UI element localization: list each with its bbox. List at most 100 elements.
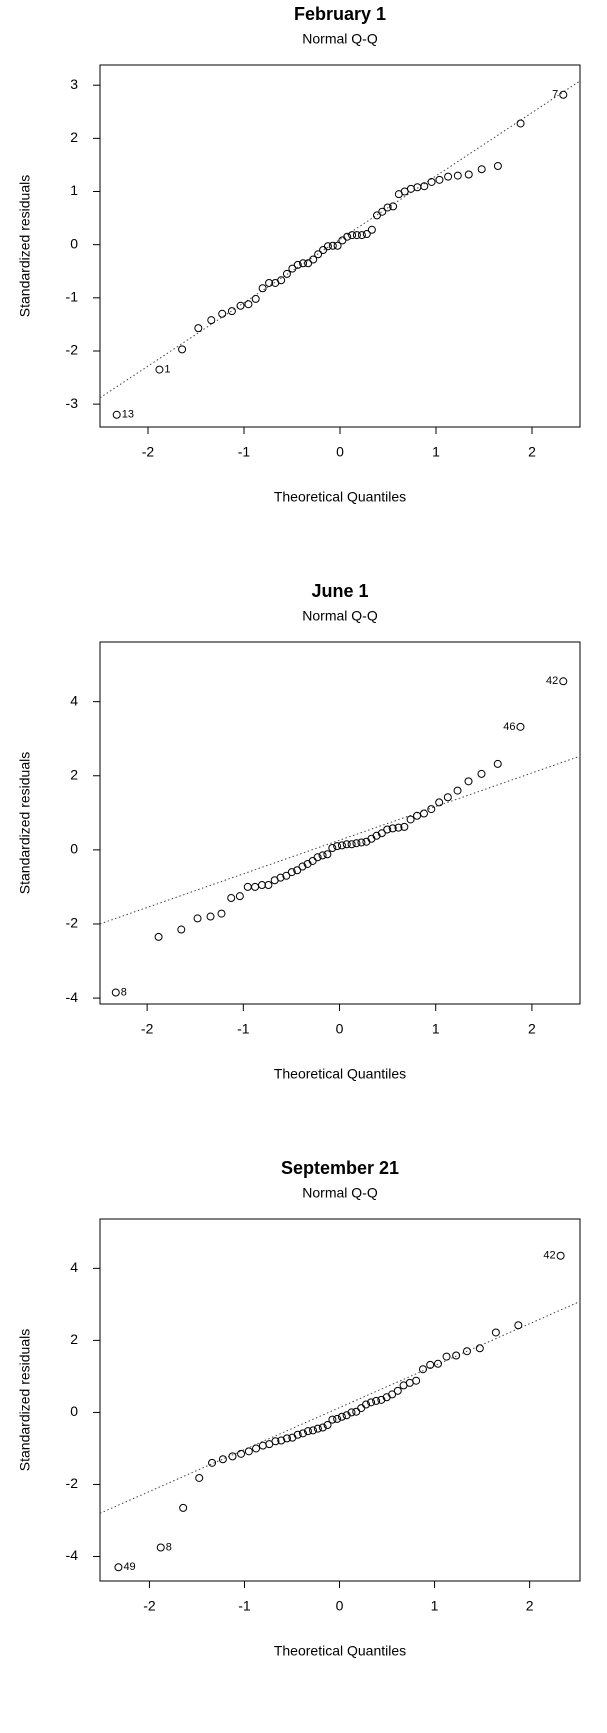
- point: [178, 345, 187, 354]
- point: [435, 798, 444, 807]
- point: [244, 1447, 253, 1456]
- point: [328, 844, 337, 853]
- point: [299, 259, 308, 268]
- point: [493, 161, 502, 170]
- x-axis-label: Theoretical Quantiles: [274, 489, 406, 505]
- point: [227, 894, 236, 903]
- point: [442, 1352, 451, 1361]
- point: [293, 1430, 302, 1439]
- point: [477, 165, 486, 174]
- point: [464, 777, 473, 786]
- point: [516, 722, 525, 731]
- point: [277, 276, 286, 285]
- x-tick-label: 1: [431, 1598, 439, 1614]
- point: [444, 172, 453, 181]
- point: [362, 230, 371, 239]
- reference-line: [99, 1301, 581, 1514]
- point: [362, 1400, 371, 1409]
- point: [228, 1452, 237, 1461]
- point: [388, 1390, 397, 1399]
- y-tick-label: 4: [70, 1259, 78, 1275]
- x-tick-label: 0: [336, 1598, 344, 1614]
- point: [155, 365, 164, 374]
- point: [323, 850, 332, 859]
- y-tick-label: 2: [70, 129, 78, 145]
- point: [293, 260, 302, 269]
- point: [206, 912, 215, 921]
- point-label: 42: [543, 1250, 555, 1262]
- point: [343, 232, 352, 241]
- point: [418, 1365, 427, 1374]
- point-label: 8: [166, 1541, 172, 1553]
- point: [217, 909, 226, 918]
- point: [282, 1434, 291, 1443]
- point: [328, 241, 337, 250]
- point: [413, 811, 422, 820]
- point-label: 7: [552, 89, 558, 101]
- point-label: 46: [503, 721, 515, 733]
- y-tick-label: 0: [70, 841, 78, 857]
- point: [111, 988, 120, 997]
- y-tick-label: 4: [70, 692, 78, 708]
- point: [333, 1414, 342, 1423]
- point: [337, 1412, 346, 1421]
- point: [377, 1395, 386, 1404]
- point: [319, 245, 328, 254]
- x-tick-label: 2: [528, 1021, 536, 1037]
- point: [426, 1360, 435, 1369]
- point: [412, 1376, 421, 1385]
- chart-title: September 21: [281, 1158, 399, 1178]
- point: [377, 829, 386, 838]
- point: [318, 1423, 327, 1432]
- y-tick-label: -2: [66, 342, 79, 358]
- point: [265, 278, 274, 287]
- point: [452, 1351, 461, 1360]
- point: [177, 925, 186, 934]
- point: [303, 1427, 312, 1436]
- point: [357, 838, 366, 847]
- point: [491, 1328, 500, 1337]
- point: [406, 184, 415, 193]
- x-tick-label: 0: [336, 1021, 344, 1037]
- point: [372, 1396, 381, 1405]
- y-tick-label: 0: [70, 235, 78, 251]
- point: [193, 914, 202, 923]
- chart-title: February 1: [294, 4, 386, 24]
- point: [323, 242, 332, 251]
- point: [313, 853, 322, 862]
- point: [352, 839, 361, 848]
- point: [236, 301, 245, 310]
- point: [282, 269, 291, 278]
- chart-title: June 1: [311, 581, 368, 601]
- plot-box: [99, 641, 581, 1005]
- y-tick-label: 2: [70, 1331, 78, 1347]
- point: [298, 1429, 307, 1438]
- y-tick-label: 1: [70, 182, 78, 198]
- point: [475, 1344, 484, 1353]
- point: [443, 793, 452, 802]
- point: [298, 862, 307, 871]
- y-tick-label: -2: [66, 1475, 79, 1491]
- point: [235, 892, 244, 901]
- point: [195, 1473, 204, 1482]
- point: [477, 769, 486, 778]
- point: [338, 236, 347, 245]
- point: [243, 882, 252, 891]
- point: [218, 309, 227, 318]
- point: [208, 1458, 217, 1467]
- point: [333, 241, 342, 250]
- point: [251, 882, 260, 891]
- chart-subtitle: Normal Q-Q: [302, 608, 378, 624]
- point: [323, 1421, 332, 1430]
- point: [453, 786, 462, 795]
- x-tick-label: -2: [143, 1598, 156, 1614]
- point: [342, 840, 351, 849]
- point-label: 1: [164, 363, 170, 375]
- point: [372, 831, 381, 840]
- point: [367, 225, 376, 234]
- x-tick-label: -2: [142, 444, 155, 460]
- point: [427, 805, 436, 814]
- y-tick-label: -3: [66, 395, 79, 411]
- point: [406, 815, 415, 824]
- point: [516, 119, 525, 128]
